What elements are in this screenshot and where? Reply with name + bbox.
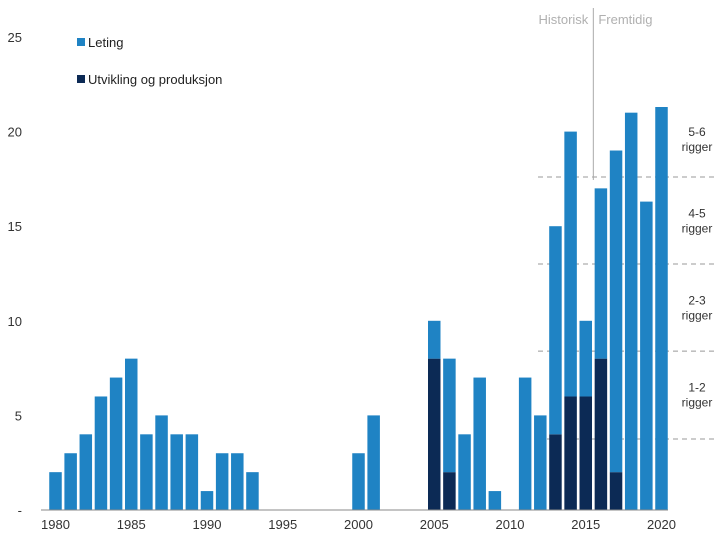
bar-utvikling-2017 — [609, 472, 623, 510]
bar-leting-2011 — [518, 377, 532, 510]
x-tick-label: 2005 — [420, 517, 449, 532]
rig-label: rigger — [682, 396, 713, 410]
annotations: Historisk Fremtidig1-2rigger2-3rigger4-5r… — [538, 8, 712, 410]
x-tick-label: 2015 — [571, 517, 600, 532]
bar-utvikling-2013 — [549, 434, 562, 510]
bar-leting-2019 — [640, 201, 653, 510]
bar-leting-2007 — [458, 434, 471, 510]
bar-leting-1980 — [49, 472, 62, 510]
bar-leting-1982 — [79, 434, 93, 510]
bar-leting-2018 — [624, 112, 638, 511]
bar-leting-2017 — [609, 150, 623, 473]
bar-leting-2014 — [564, 131, 577, 397]
bar-leting-1983 — [94, 396, 108, 510]
bar-utvikling-2005 — [428, 358, 441, 510]
bar-leting-1984 — [109, 377, 123, 510]
bar-leting-2020 — [655, 107, 668, 510]
y-tick-label: 25 — [8, 30, 22, 45]
rig-label: rigger — [682, 140, 713, 154]
bar-leting-1985 — [125, 358, 138, 510]
bar-leting-1990 — [200, 491, 214, 510]
y-tick-label: 15 — [8, 219, 22, 234]
bar-leting-1991 — [215, 453, 229, 510]
rig-label: 2-3 — [688, 294, 706, 308]
x-tick-label: 1980 — [41, 517, 70, 532]
x-tick-label: 1990 — [193, 517, 222, 532]
rig-label: rigger — [682, 309, 713, 323]
y-tick-label: - — [18, 503, 22, 518]
rig-label: 5-6 — [688, 125, 706, 139]
bar-utvikling-2016 — [594, 358, 608, 510]
rig-label: 4-5 — [688, 207, 706, 221]
bar-leting-2012 — [534, 415, 547, 510]
bar-leting-2015 — [579, 320, 592, 397]
fremtidig-label: Fremtidig — [598, 12, 652, 27]
bar-utvikling-2015 — [579, 396, 592, 510]
legend-swatch — [77, 38, 85, 46]
y-tick-label: 5 — [15, 408, 22, 423]
rig-label: 1-2 — [688, 381, 706, 395]
bar-leting-1993 — [246, 472, 259, 510]
x-tick-label: 2010 — [496, 517, 525, 532]
bar-leting-2006 — [443, 358, 456, 473]
bars-layer — [49, 107, 668, 511]
x-tick-label: 1995 — [268, 517, 297, 532]
bar-leting-2009 — [488, 491, 502, 510]
x-tick-label: 2020 — [647, 517, 676, 532]
bar-leting-2016 — [594, 188, 608, 359]
bar-leting-2005 — [428, 320, 441, 359]
x-tick-label: 1985 — [117, 517, 146, 532]
legend-label: Utvikling og produksjon — [88, 72, 222, 87]
bar-utvikling-2014 — [564, 396, 577, 510]
y-tick-label: 10 — [8, 314, 22, 329]
legend-label: Leting — [88, 35, 123, 50]
bar-leting-1989 — [185, 434, 199, 510]
bar-leting-1992 — [231, 453, 244, 510]
bar-leting-2000 — [352, 453, 365, 510]
x-tick-label: 2000 — [344, 517, 373, 532]
y-tick-label: 20 — [8, 125, 22, 140]
legend-swatch — [77, 75, 85, 83]
bar-leting-2013 — [549, 226, 562, 435]
rig-label: rigger — [682, 222, 713, 236]
bar-leting-2001 — [367, 415, 380, 510]
historisk-label: Historisk — [538, 12, 588, 27]
legend: Leting Utvikling og produksjon — [77, 35, 222, 87]
bar-leting-1988 — [170, 434, 183, 510]
bar-leting-2008 — [473, 377, 486, 510]
bar-leting-1987 — [155, 415, 168, 510]
bar-leting-1981 — [64, 453, 77, 510]
bar-leting-1986 — [140, 434, 153, 510]
axis-layer: - 5 10 15 20 25 1980 1985 1990 1995 2000 2005 2010 20… — [8, 30, 676, 532]
bar-utvikling-2006 — [443, 472, 456, 510]
